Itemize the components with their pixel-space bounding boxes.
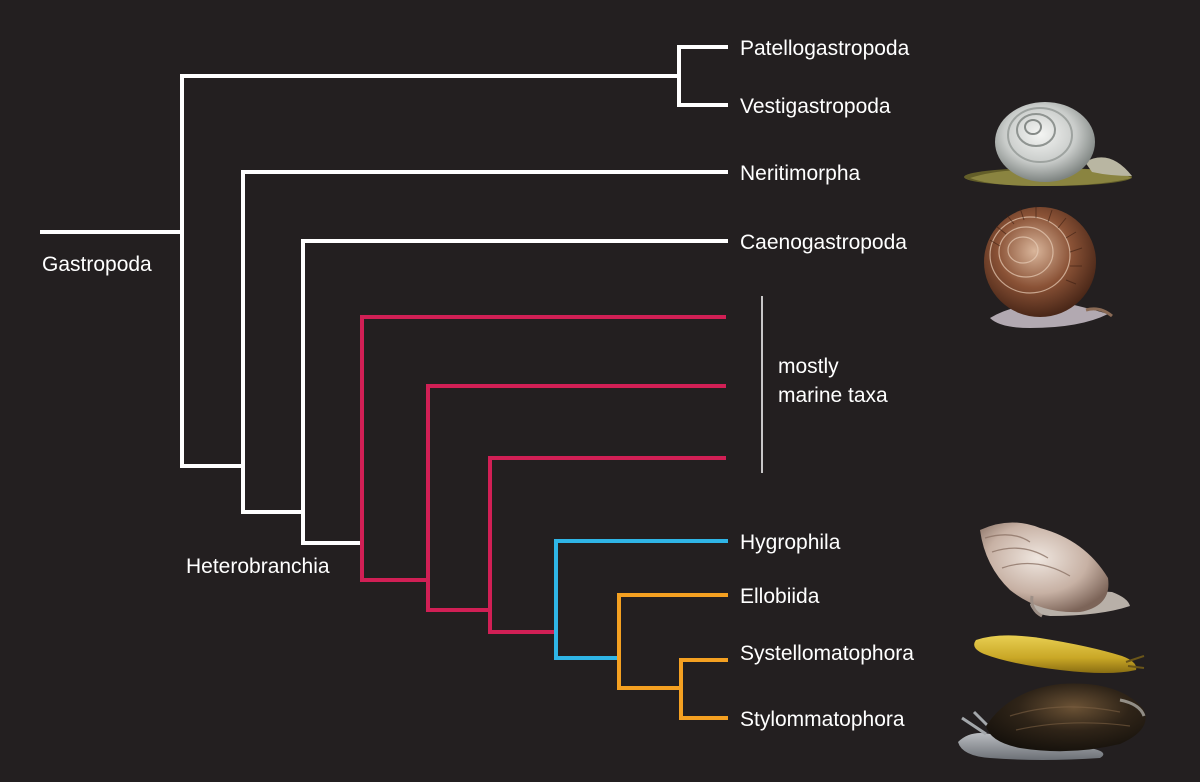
taxon-label-caenogastropoda: Caenogastropoda: [740, 231, 907, 254]
taxon-label-systellomatophora: Systellomatophora: [740, 642, 914, 665]
taxon-label-patellogastropoda: Patellogastropoda: [740, 37, 910, 60]
taxon-label-vestigastropoda: Vestigastropoda: [740, 95, 891, 118]
marine-group-label-line1: mostly: [778, 355, 839, 378]
marine-group-label-line2: marine taxa: [778, 384, 888, 407]
snail-shell-photo: [984, 206, 1113, 328]
snail-photo: [958, 683, 1146, 760]
tree-branches: [40, 45, 728, 720]
snail-shell-photo: [980, 522, 1130, 618]
taxon-label-ellobiida: Ellobiida: [740, 585, 820, 608]
root-label: Gastropoda: [42, 253, 152, 276]
slug-photo: [974, 635, 1145, 673]
heterobranchia-label: Heterobranchia: [186, 555, 330, 578]
taxon-label-neritimorpha: Neritimorpha: [740, 162, 861, 185]
taxon-label-hygrophila: Hygrophila: [740, 531, 841, 554]
taxon-label-stylommatophora: Stylommatophora: [740, 708, 905, 731]
snail-shell-photo: [964, 102, 1132, 186]
tree-labels: Gastropoda Heterobranchia Patellogastrop…: [42, 37, 914, 731]
